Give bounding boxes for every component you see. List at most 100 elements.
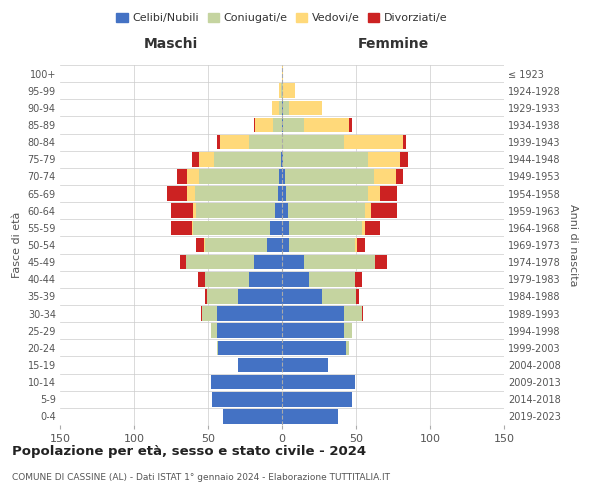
Bar — [282, 409, 338, 424]
Bar — [374, 169, 396, 184]
Bar — [355, 238, 358, 252]
Text: COMUNE DI CASSINE (AL) - Dati ISTAT 1° gennaio 2024 - Elaborazione TUTTITALIA.IT: COMUNE DI CASSINE (AL) - Dati ISTAT 1° g… — [12, 473, 390, 482]
Bar — [282, 152, 283, 166]
Bar — [254, 255, 282, 270]
Bar — [396, 169, 403, 184]
Bar — [282, 238, 289, 252]
Bar — [346, 340, 349, 355]
Bar — [282, 66, 283, 81]
Bar — [380, 186, 397, 201]
Bar — [194, 186, 278, 201]
Bar — [217, 135, 220, 150]
Bar — [270, 220, 282, 235]
Bar — [282, 306, 344, 321]
Bar — [199, 169, 279, 184]
Text: Femmine: Femmine — [358, 36, 428, 51]
Bar — [202, 306, 217, 321]
Bar — [282, 100, 283, 115]
Bar — [289, 100, 322, 115]
Bar — [281, 152, 282, 166]
Bar — [211, 324, 217, 338]
Bar — [256, 118, 273, 132]
Bar — [283, 152, 368, 166]
Bar — [368, 152, 400, 166]
Bar — [304, 118, 349, 132]
Bar — [254, 118, 256, 132]
Bar — [217, 306, 282, 321]
Bar — [279, 84, 281, 98]
Bar — [282, 220, 289, 235]
Bar — [282, 289, 322, 304]
Text: Maschi: Maschi — [144, 36, 198, 51]
Bar — [200, 306, 202, 321]
Bar — [322, 289, 356, 304]
Bar — [167, 186, 187, 201]
Bar — [205, 289, 206, 304]
Bar — [358, 238, 365, 252]
Bar — [308, 272, 355, 286]
Bar — [279, 169, 282, 184]
Bar — [282, 358, 328, 372]
Bar — [199, 152, 214, 166]
Bar — [220, 135, 250, 150]
Bar — [171, 204, 193, 218]
Legend: Celibi/Nubili, Coniugati/e, Vedovi/e, Divorziati/e: Celibi/Nubili, Coniugati/e, Vedovi/e, Di… — [112, 8, 452, 28]
Bar — [349, 118, 352, 132]
Bar — [205, 272, 250, 286]
Bar — [283, 84, 295, 98]
Bar — [278, 186, 282, 201]
Bar — [365, 204, 371, 218]
Bar — [250, 272, 282, 286]
Bar — [282, 324, 344, 338]
Bar — [218, 340, 282, 355]
Text: Popolazione per età, sesso e stato civile - 2024: Popolazione per età, sesso e stato civil… — [12, 445, 366, 458]
Bar — [344, 135, 403, 150]
Bar — [192, 220, 193, 235]
Bar — [289, 238, 355, 252]
Bar — [193, 220, 270, 235]
Bar — [289, 220, 362, 235]
Bar — [279, 100, 282, 115]
Bar — [283, 118, 304, 132]
Bar — [223, 409, 282, 424]
Bar — [272, 100, 279, 115]
Bar — [282, 340, 346, 355]
Bar — [250, 135, 282, 150]
Bar — [217, 340, 218, 355]
Bar — [282, 169, 285, 184]
Bar — [212, 392, 282, 406]
Y-axis label: Anni di nascita: Anni di nascita — [568, 204, 578, 286]
Bar — [282, 135, 344, 150]
Bar — [400, 152, 408, 166]
Bar — [375, 255, 387, 270]
Bar — [171, 220, 192, 235]
Bar — [205, 238, 267, 252]
Bar — [362, 306, 364, 321]
Bar — [196, 204, 275, 218]
Bar — [282, 186, 286, 201]
Bar — [282, 375, 355, 390]
Bar — [273, 118, 282, 132]
Bar — [365, 220, 380, 235]
Bar — [192, 152, 199, 166]
Bar — [282, 272, 308, 286]
Bar — [282, 255, 304, 270]
Bar — [286, 186, 368, 201]
Bar — [371, 204, 397, 218]
Bar — [281, 84, 282, 98]
Bar — [206, 289, 238, 304]
Bar — [285, 169, 374, 184]
Bar — [238, 358, 282, 372]
Bar — [197, 272, 205, 286]
Bar — [180, 255, 186, 270]
Y-axis label: Fasce di età: Fasce di età — [12, 212, 22, 278]
Bar — [238, 289, 282, 304]
Bar — [282, 118, 283, 132]
Bar — [282, 204, 288, 218]
Bar — [275, 204, 282, 218]
Bar — [193, 204, 196, 218]
Bar — [211, 375, 282, 390]
Bar — [217, 324, 282, 338]
Bar — [186, 255, 254, 270]
Bar — [187, 169, 199, 184]
